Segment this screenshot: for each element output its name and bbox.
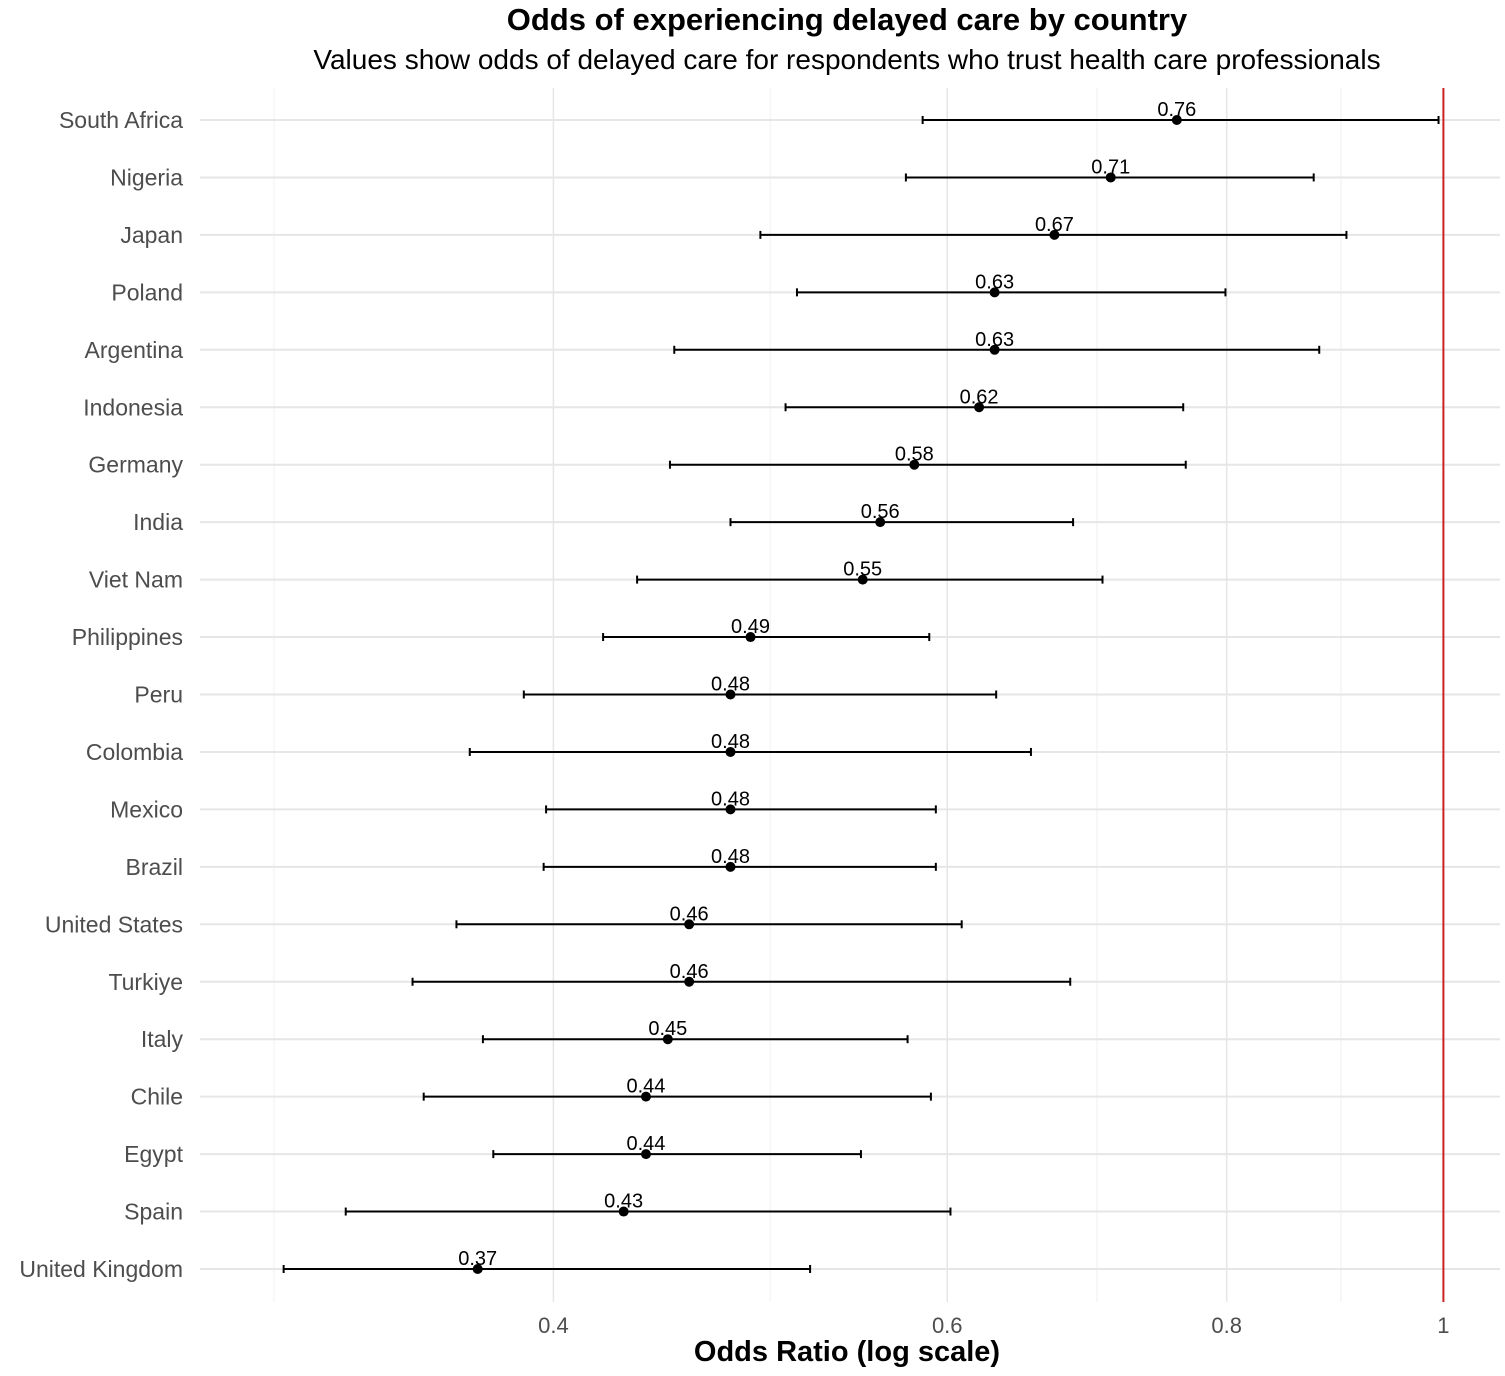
data-label: 0.48 — [711, 731, 750, 753]
category-label: Indonesia — [83, 394, 183, 420]
data-label: 0.46 — [670, 903, 709, 925]
data-label: 0.46 — [670, 961, 709, 983]
data-label: 0.63 — [975, 329, 1014, 351]
point-estimate — [472, 1264, 483, 1274]
x-tick-label: 0.6 — [932, 1313, 963, 1338]
data-label: 0.62 — [960, 386, 999, 408]
point-estimate — [909, 459, 920, 470]
data-label: 0.48 — [711, 674, 750, 696]
category-label: Egypt — [124, 1141, 183, 1167]
point-estimate — [640, 1149, 651, 1160]
data-label: 0.63 — [975, 271, 1014, 293]
x-axis-label: Odds Ratio (log scale) — [693, 1336, 1001, 1368]
data-label: 0.48 — [711, 846, 750, 868]
data-label: 0.49 — [731, 616, 770, 638]
data-label: 0.55 — [843, 559, 882, 581]
category-label: Colombia — [86, 739, 183, 765]
data-label: 0.44 — [627, 1133, 666, 1155]
category-label: South Africa — [59, 107, 183, 133]
point-estimate — [662, 1034, 673, 1045]
data-label: 0.58 — [895, 444, 934, 466]
category-label: United States — [45, 911, 183, 937]
category-label: Japan — [120, 222, 183, 248]
category-label: India — [133, 509, 183, 535]
data-label: 0.48 — [711, 788, 750, 810]
point-estimate — [1105, 172, 1116, 183]
data-label: 0.44 — [627, 1076, 666, 1098]
category-label: United Kingdom — [19, 1256, 183, 1282]
category-label: Mexico — [110, 796, 183, 822]
point-estimate — [684, 919, 695, 930]
category-label: Chile — [131, 1084, 183, 1110]
point-estimate — [1171, 115, 1182, 125]
x-tick-label: 1 — [1437, 1313, 1449, 1338]
data-label: 0.45 — [648, 1018, 687, 1040]
point-estimate — [745, 632, 756, 643]
chart-title: Odds of experiencing delayed care by cou… — [506, 2, 1188, 37]
category-label: Viet Nam — [89, 567, 183, 593]
data-label: 0.56 — [861, 501, 900, 523]
category-label: Italy — [141, 1026, 184, 1052]
category-label: Poland — [111, 279, 183, 305]
point-estimate — [857, 574, 868, 585]
point-estimate — [989, 287, 1000, 298]
chart-subtitle: Values show odds of delayed care for res… — [313, 44, 1381, 75]
data-label: 0.37 — [458, 1248, 497, 1270]
category-label: Philippines — [72, 624, 183, 650]
point-estimate — [725, 861, 736, 872]
point-estimate — [989, 344, 1000, 355]
category-label: Nigeria — [110, 164, 183, 190]
point-estimate — [684, 976, 695, 987]
data-label: 0.71 — [1091, 156, 1130, 178]
x-tick-label: 0.4 — [538, 1313, 569, 1338]
data-label: 0.76 — [1157, 99, 1196, 121]
category-label: Germany — [88, 452, 183, 478]
point-estimate — [1049, 229, 1060, 240]
data-label: 0.43 — [604, 1191, 643, 1213]
category-label: Turkiye — [108, 969, 183, 995]
point-estimate — [974, 402, 985, 413]
x-tick-label: 0.8 — [1211, 1313, 1242, 1338]
point-estimate — [875, 517, 886, 528]
point-estimate — [618, 1206, 629, 1217]
category-label: Peru — [134, 682, 183, 708]
point-estimate — [725, 804, 736, 815]
point-estimate — [725, 689, 736, 700]
point-estimate — [725, 746, 736, 757]
data-label: 0.67 — [1035, 214, 1074, 236]
category-label: Argentina — [85, 337, 184, 363]
point-estimate — [640, 1091, 651, 1102]
category-label: Spain — [124, 1199, 183, 1225]
category-label: Brazil — [125, 854, 183, 880]
